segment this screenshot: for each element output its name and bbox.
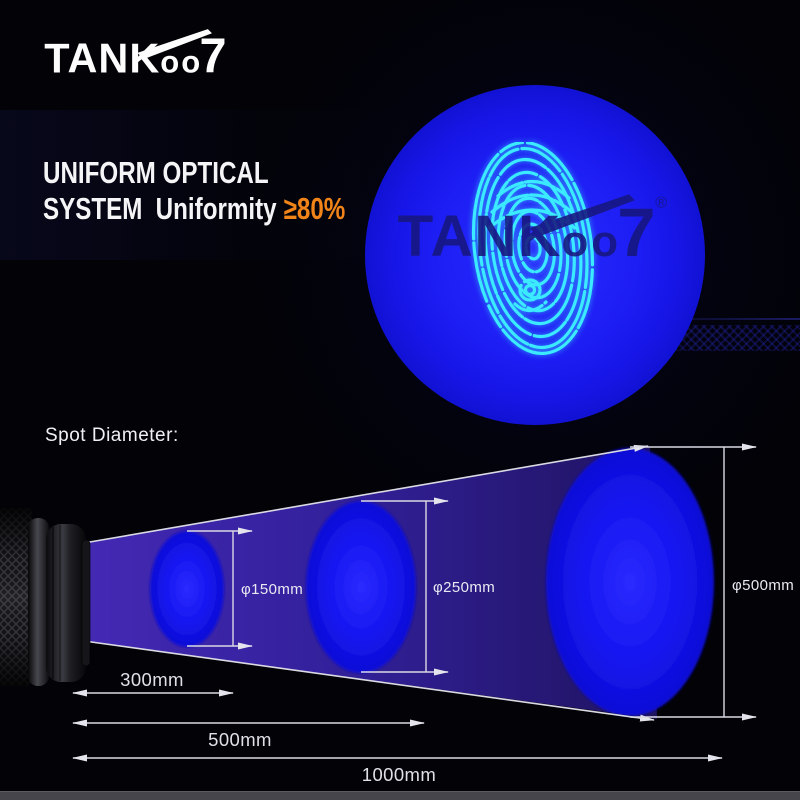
logo-swoosh-graphic: [137, 29, 212, 60]
headline-line2: SYSTEM Uniformity ≥80%: [43, 191, 345, 227]
distance-arrow-1000mm: 1000mm: [72, 754, 723, 785]
distance-label-1000mm: 1000mm: [362, 764, 436, 785]
uv-spot-circle: [365, 85, 705, 425]
dimension-150mm: φ150mm: [187, 527, 303, 650]
light-spot-500mm: [546, 448, 714, 716]
logo-text-zeros: oo: [160, 45, 202, 80]
background-flashlight-edge: [618, 318, 800, 320]
background-tint: [0, 110, 430, 260]
dimension-250mm: φ250mm: [361, 497, 495, 676]
headline-uniformity-value: ≥80%: [283, 191, 346, 226]
headline-line1: UNIFORM OPTICAL: [43, 155, 269, 190]
flashlight: [0, 508, 91, 686]
distance-label-300mm: 300mm: [120, 669, 184, 690]
watermark-text-seven: 7: [617, 194, 655, 271]
watermark-text-tank: TANK: [398, 204, 562, 269]
flashlight-ring: [28, 518, 49, 686]
brand-logo: TANK oo 7: [44, 29, 227, 84]
logo-text-tank: TANK: [44, 36, 160, 82]
logo-text-seven: 7: [200, 30, 227, 84]
fingerprint-graphic: [471, 142, 595, 356]
light-spot-250mm: [306, 501, 416, 673]
headline-uniformity: Uniformity: [155, 191, 277, 226]
diameter-label-500mm: φ500mm: [732, 577, 794, 594]
flashlight-head: [46, 524, 86, 682]
dimension-500mm: φ500mm: [630, 443, 794, 721]
diameter-label-150mm: φ150mm: [241, 581, 303, 598]
light-spot-150mm: [150, 531, 224, 647]
watermark-swoosh-graphic: [529, 194, 635, 237]
flashlight-barrel-shading: [0, 508, 32, 686]
headline-system: SYSTEM: [43, 191, 143, 226]
beam-diagram: φ150mm φ250mm φ500mm 300mm 500mm 1000mm: [0, 443, 794, 785]
table-edge: [0, 791, 800, 800]
diameter-label-250mm: φ250mm: [433, 579, 495, 596]
distance-arrow-300mm: 300mm: [72, 669, 234, 697]
section-title: Spot Diameter:: [45, 425, 179, 446]
headline: UNIFORM OPTICAL SYSTEM Uniformity ≥80%: [43, 155, 431, 227]
distance-arrow-500mm: 500mm: [72, 719, 425, 750]
distance-label-500mm: 500mm: [208, 729, 272, 750]
brand-watermark: TANK oo 7 ®: [398, 194, 668, 271]
beam-bottom-edge: [83, 640, 655, 722]
beam-top-edge: [83, 444, 649, 544]
watermark-registered-mark: ®: [655, 194, 667, 212]
watermark-text-zeros: oo: [562, 217, 622, 266]
flashlight-bezel: [81, 539, 91, 667]
